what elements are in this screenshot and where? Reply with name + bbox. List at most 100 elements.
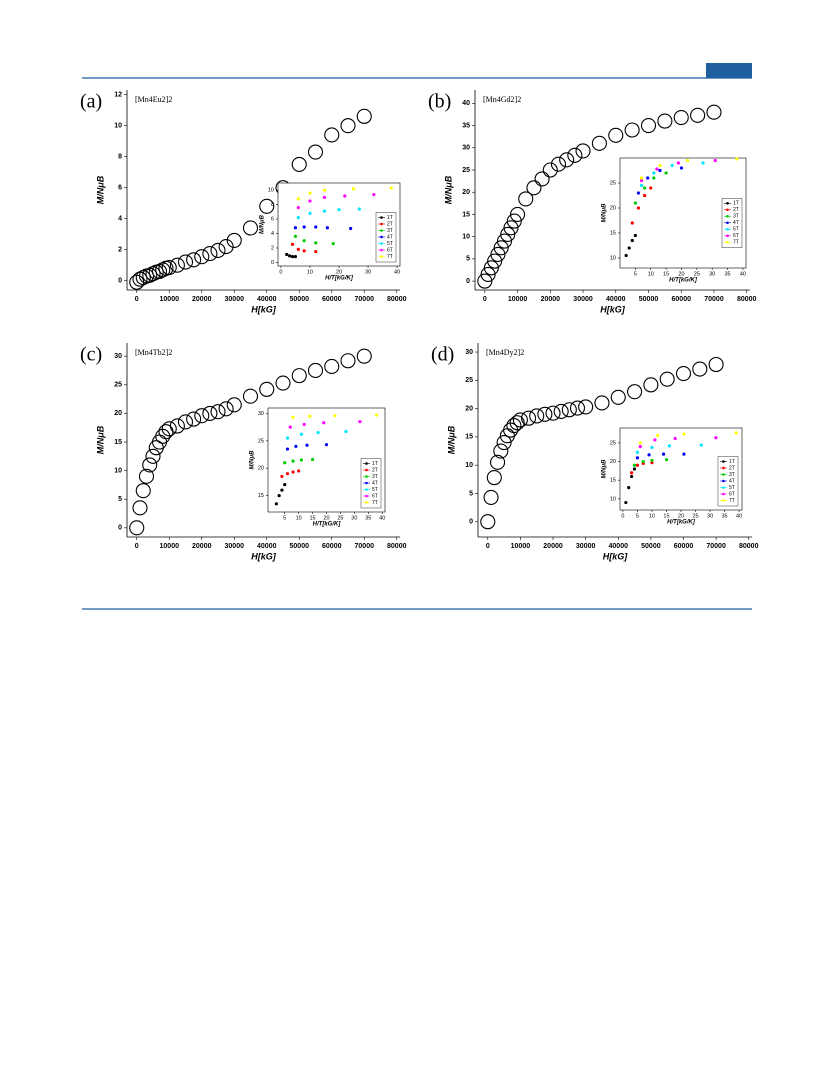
x-tick-label: 30000 bbox=[225, 296, 245, 303]
data-point bbox=[701, 161, 705, 165]
data-point bbox=[627, 384, 643, 400]
x-tick-label: 0 bbox=[486, 543, 490, 550]
legend-marker bbox=[726, 201, 729, 205]
compound-label: [Mn4Eu2]2 bbox=[135, 95, 172, 104]
data-point bbox=[155, 262, 171, 278]
x-axis-label: H/T[kG/K] bbox=[669, 278, 698, 284]
data-point bbox=[296, 216, 300, 220]
data-point bbox=[641, 459, 645, 464]
data-point bbox=[630, 238, 634, 243]
y-tick-label: 2 bbox=[118, 247, 122, 254]
x-tick-label: 5 bbox=[634, 271, 637, 277]
y-tick-label: 0 bbox=[469, 519, 473, 526]
data-point bbox=[305, 443, 309, 447]
data-point bbox=[202, 405, 218, 421]
legend-marker bbox=[365, 481, 368, 485]
y-axis-label: M/NμB bbox=[443, 175, 453, 204]
data-point bbox=[142, 457, 158, 473]
data-point bbox=[490, 454, 506, 470]
legend-label: 7T bbox=[372, 500, 378, 506]
data-point bbox=[296, 247, 300, 251]
data-point bbox=[664, 458, 669, 462]
data-point bbox=[169, 418, 185, 434]
data-point bbox=[639, 178, 644, 183]
y-tick-label: 15 bbox=[465, 434, 473, 441]
y-tick-label: 0 bbox=[466, 278, 470, 285]
x-tick-label: 20 bbox=[323, 515, 329, 521]
data-point bbox=[314, 249, 318, 254]
data-point bbox=[316, 431, 320, 435]
data-point bbox=[664, 171, 668, 175]
data-point bbox=[636, 206, 641, 210]
data-point bbox=[636, 191, 641, 195]
x-tick-label: 30000 bbox=[573, 296, 593, 303]
data-point bbox=[675, 365, 692, 382]
x-tick-label: 10000 bbox=[160, 543, 180, 550]
data-point bbox=[656, 433, 660, 438]
x-tick-label: 80000 bbox=[387, 296, 407, 303]
legend-marker bbox=[722, 492, 725, 496]
data-point bbox=[521, 410, 537, 426]
data-point bbox=[658, 168, 662, 173]
legend-marker bbox=[726, 221, 729, 225]
x-axis-label: H[kG] bbox=[603, 551, 629, 561]
y-tick-label: 25 bbox=[114, 382, 122, 389]
data-point bbox=[210, 404, 226, 420]
y-tick-label: 25 bbox=[258, 438, 264, 444]
x-tick-label: 60000 bbox=[672, 296, 692, 303]
y-tick-label: 20 bbox=[462, 189, 470, 196]
data-point bbox=[340, 353, 356, 369]
y-tick-label: 5 bbox=[466, 256, 470, 263]
data-point bbox=[670, 163, 674, 168]
y-tick-label: 30 bbox=[114, 353, 122, 360]
data-point bbox=[177, 254, 194, 270]
data-point bbox=[340, 118, 356, 134]
data-point bbox=[285, 447, 290, 451]
data-point bbox=[283, 483, 287, 487]
legend-label: 6T bbox=[733, 233, 739, 239]
y-tick-label: 25 bbox=[610, 440, 616, 446]
data-point bbox=[277, 493, 281, 498]
data-point bbox=[302, 239, 306, 243]
x-axis-label: H/T[kG/K] bbox=[667, 520, 696, 526]
data-point bbox=[291, 156, 307, 172]
x-tick-label: 15 bbox=[310, 515, 316, 521]
data-point bbox=[132, 500, 148, 516]
data-point bbox=[633, 201, 637, 205]
data-point bbox=[679, 166, 684, 170]
data-point bbox=[657, 113, 673, 129]
x-tick-label: 50000 bbox=[639, 296, 659, 303]
data-point bbox=[356, 108, 372, 124]
data-point bbox=[658, 163, 662, 168]
data-point bbox=[308, 199, 312, 203]
data-point bbox=[550, 156, 567, 172]
y-tick-label: 25 bbox=[610, 180, 616, 186]
x-tick-label: 60000 bbox=[322, 296, 342, 303]
data-point bbox=[692, 361, 708, 377]
legend-label: 2T bbox=[387, 221, 393, 227]
y-tick-label: 15 bbox=[610, 230, 616, 236]
data-point bbox=[542, 162, 558, 178]
data-point bbox=[640, 118, 657, 134]
legend-label: 6T bbox=[372, 493, 378, 499]
x-tick-label: 40000 bbox=[257, 543, 277, 550]
x-axis-label: H[kG] bbox=[251, 304, 277, 314]
data-point bbox=[194, 249, 210, 265]
data-point bbox=[290, 242, 295, 246]
data-point bbox=[274, 502, 278, 506]
x-tick-label: 70000 bbox=[706, 543, 726, 550]
data-point bbox=[308, 191, 312, 195]
legend-marker bbox=[722, 486, 725, 489]
x-tick-label: 70000 bbox=[704, 296, 724, 303]
legend-marker bbox=[365, 494, 368, 498]
data-point bbox=[322, 421, 326, 425]
data-point bbox=[135, 483, 151, 499]
data-point bbox=[553, 403, 569, 419]
y-tick-label: 25 bbox=[462, 167, 470, 174]
y-tick-label: 10 bbox=[114, 123, 122, 130]
y-tick-label: 30 bbox=[462, 145, 470, 152]
x-tick-label: 60000 bbox=[674, 543, 694, 550]
data-point bbox=[639, 183, 644, 188]
data-point bbox=[630, 221, 634, 225]
data-point bbox=[699, 443, 703, 447]
